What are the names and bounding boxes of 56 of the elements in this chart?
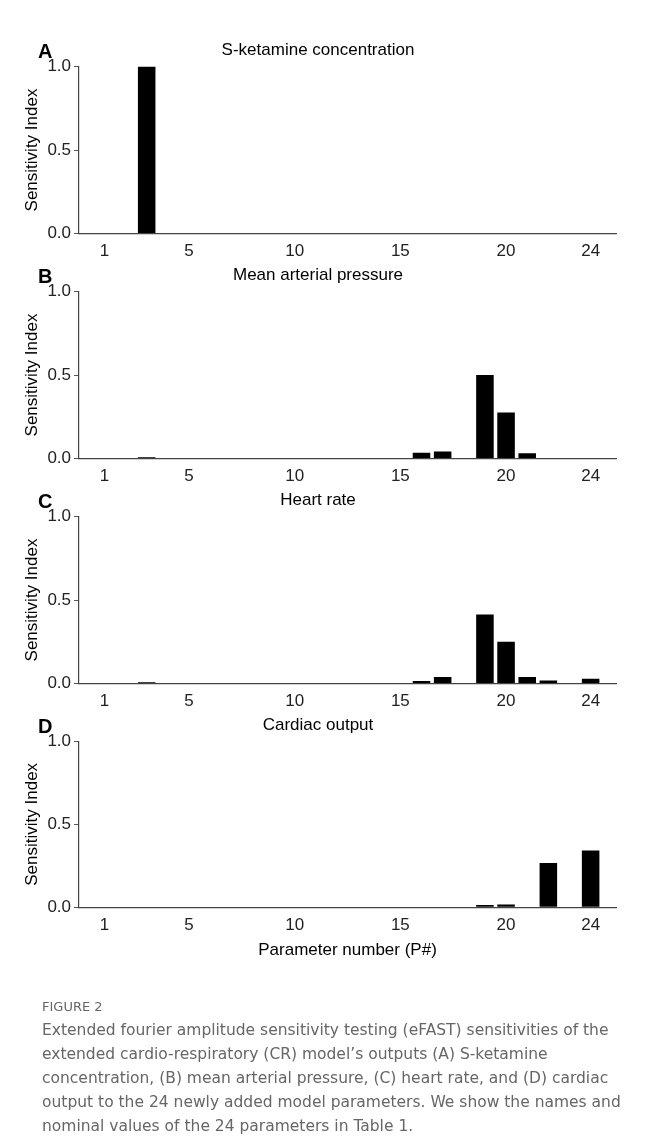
bar bbox=[518, 676, 536, 684]
chart-title: S-ketamine concentration bbox=[221, 39, 415, 59]
y-tick-label: 0.0 bbox=[47, 673, 72, 693]
bar bbox=[433, 451, 452, 459]
bar bbox=[497, 412, 515, 459]
bar bbox=[497, 904, 515, 907]
bar bbox=[412, 452, 431, 459]
bar bbox=[581, 850, 600, 907]
y-tick-label: 0.0 bbox=[47, 223, 72, 243]
x-tick-label: 1 bbox=[99, 915, 110, 935]
y-tick-label: 0.0 bbox=[47, 448, 72, 468]
y-tick-label: 0.5 bbox=[47, 813, 72, 833]
x-tick-label: 15 bbox=[390, 915, 410, 935]
x-tick-label: 5 bbox=[184, 466, 194, 486]
x-tick-label: 24 bbox=[581, 241, 601, 261]
text: Extended fourier amplitude sensitivity testing (eFAST) sensitivities of the extended cardio-respiratory (CR) model’s outputs (A) S-ketamine concentration, (B) mean arterial pressure, (C) heart rate, and (D) cardiac output to the 24 newly added model parameters. We show the names and nominal values of the 24 parameters in Table 1. bbox=[42, 1020, 622, 1137]
bar bbox=[539, 862, 558, 907]
x-tick-label: 5 bbox=[184, 915, 194, 935]
bar bbox=[497, 641, 515, 684]
x-tick-label: 5 bbox=[184, 691, 194, 711]
x-tick-label: 20 bbox=[496, 915, 516, 935]
x-tick-label: 24 bbox=[581, 691, 601, 711]
x-tick-label: 24 bbox=[581, 915, 601, 935]
y-axis-title: Sensitivity Index bbox=[21, 88, 41, 212]
y-axis-title: Sensitivity Index bbox=[21, 538, 41, 662]
chart-title: Mean arterial pressure bbox=[232, 264, 404, 284]
y-tick-label: 0.5 bbox=[47, 589, 72, 609]
x-tick-label: 5 bbox=[184, 241, 194, 261]
x-tick-label: 1 bbox=[99, 466, 110, 486]
x-tick-label: 10 bbox=[285, 466, 305, 486]
y-axis-title: Sensitivity Index bbox=[21, 313, 41, 437]
y-axis-title: Sensitivity Index bbox=[21, 762, 41, 886]
x-tick-label: 10 bbox=[285, 915, 305, 935]
chart-title: Heart rate bbox=[280, 489, 356, 509]
x-tick-label: 20 bbox=[496, 466, 516, 486]
bar bbox=[539, 680, 558, 684]
x-tick-label: 15 bbox=[390, 466, 410, 486]
caption: FIGURE 2 bbox=[42, 999, 104, 1014]
chart-title: Cardiac output bbox=[262, 714, 374, 734]
x-tick-label: 20 bbox=[496, 691, 516, 711]
x-tick-label: 24 bbox=[581, 466, 601, 486]
x-tick-label: 15 bbox=[390, 241, 410, 261]
x-tick-label: 1 bbox=[99, 241, 110, 261]
x-tick-label: 10 bbox=[285, 241, 305, 261]
bar bbox=[476, 614, 494, 684]
x-tick-label: 15 bbox=[390, 691, 410, 711]
y-tick-label: 0.0 bbox=[47, 896, 72, 916]
y-tick-label: 0.5 bbox=[47, 364, 72, 384]
bar bbox=[433, 676, 452, 684]
x-tick-label: 1 bbox=[99, 691, 110, 711]
x-tick-label: 10 bbox=[285, 691, 305, 711]
bar bbox=[518, 453, 536, 459]
x-axis-title: Parameter number (P#) bbox=[258, 940, 437, 960]
x-tick-label: 20 bbox=[496, 241, 516, 261]
bar bbox=[476, 375, 494, 459]
y-tick-label: 0.5 bbox=[47, 139, 72, 159]
